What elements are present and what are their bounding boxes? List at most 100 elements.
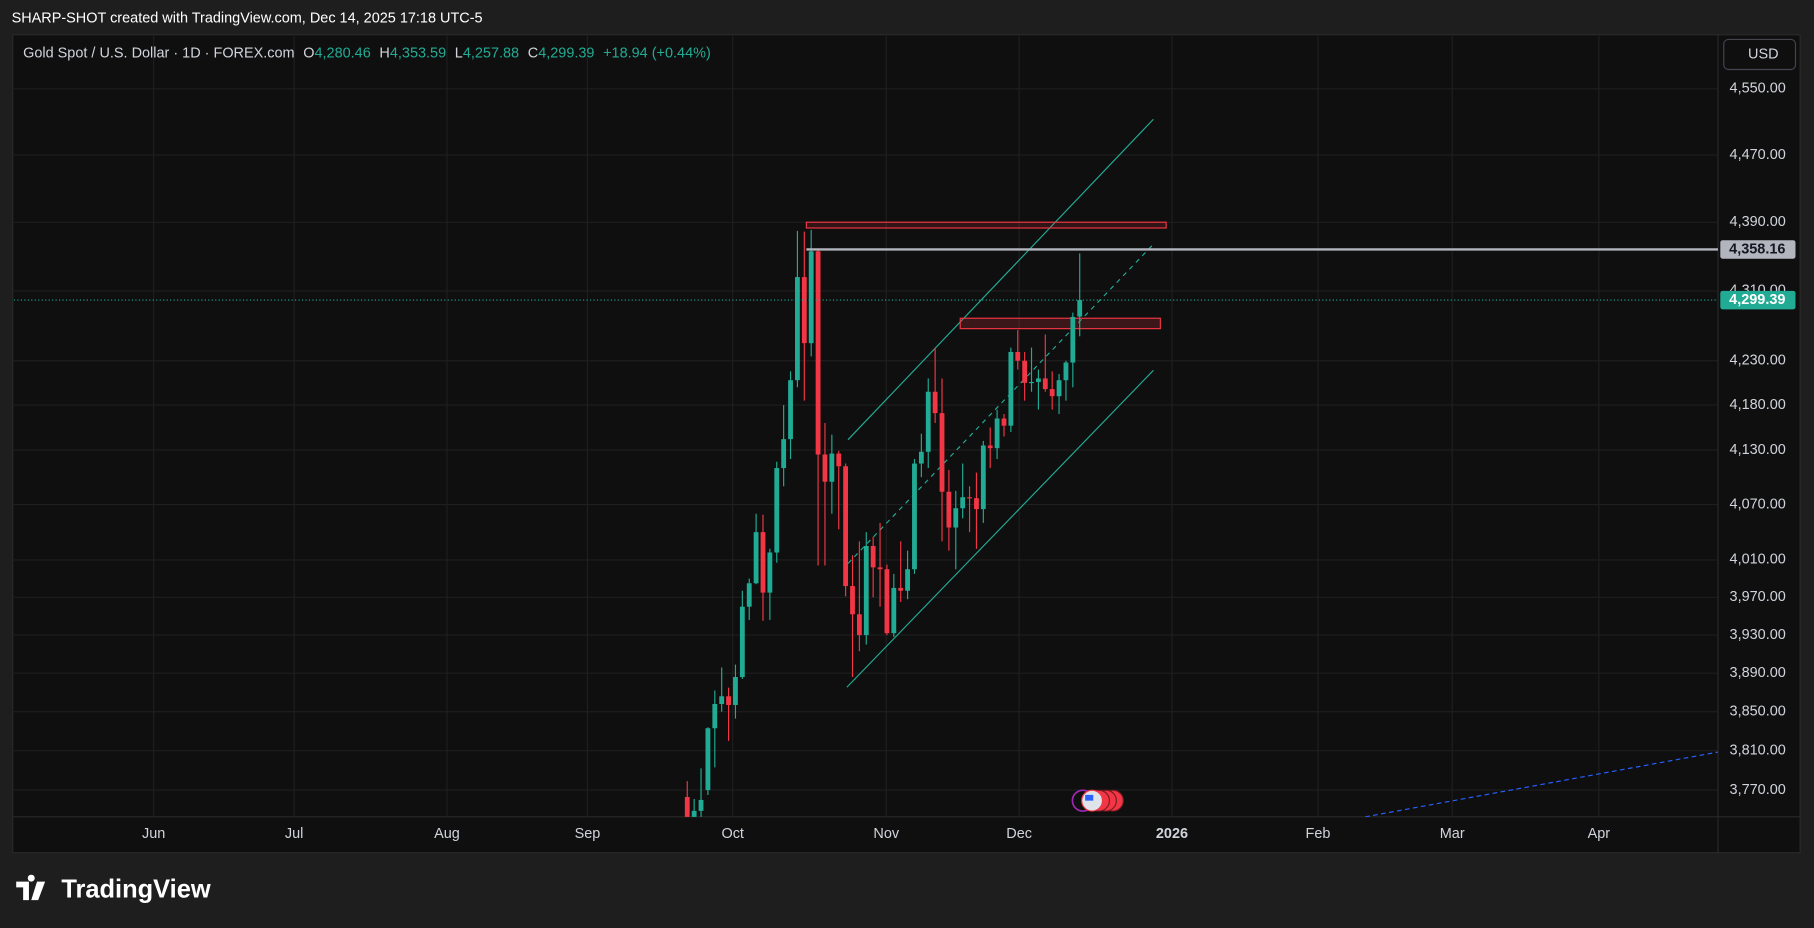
candle-body: [1063, 362, 1069, 381]
candle-body: [753, 532, 759, 584]
candle-body: [815, 251, 821, 455]
x-tick-label: Aug: [434, 826, 460, 842]
candle-body: [1022, 360, 1028, 383]
candle-body: [925, 391, 931, 452]
candle-body: [739, 606, 745, 678]
candle-body: [795, 277, 800, 381]
candle-body: [726, 696, 731, 705]
chart-frame: [12, 34, 1801, 854]
candle-body: [719, 696, 725, 705]
candle-body: [856, 614, 862, 636]
y-tick-label: 4,130.00: [1730, 442, 1786, 458]
candle-body: [884, 569, 890, 634]
candle-body: [774, 468, 780, 553]
x-tick-label: Oct: [721, 826, 743, 842]
x-tick-label: Feb: [1305, 826, 1330, 842]
channel-lower: [846, 369, 1154, 688]
candle-body: [1056, 380, 1062, 397]
y-tick-label: 4,470.00: [1730, 147, 1786, 163]
o-value: 4,280.46: [315, 45, 371, 61]
zone-mid: [959, 317, 1161, 330]
price-tag: [1720, 240, 1796, 259]
candle-body: [1015, 351, 1021, 361]
y-tick-label: 4,070.00: [1730, 496, 1786, 512]
c-label: C: [528, 45, 538, 61]
candle-body: [1042, 378, 1048, 390]
candle-body: [705, 728, 711, 791]
candle-body: [767, 552, 773, 593]
candle-body: [974, 498, 979, 510]
logo-mark: [16, 874, 46, 901]
candle-body: [932, 391, 938, 414]
candle-body: [877, 567, 883, 570]
candle-body: [967, 497, 972, 499]
candle-body: [760, 532, 766, 593]
candle-body: [980, 445, 986, 510]
y-tick-label: 3,850.00: [1730, 704, 1786, 720]
candle-body: [808, 251, 814, 344]
candle-body: [684, 796, 690, 817]
change: +18.94 (+0.44%): [603, 45, 711, 61]
candle-body: [953, 508, 959, 528]
candle-body: [801, 277, 807, 344]
candle-body: [822, 454, 828, 482]
trend-dashed: [1365, 751, 1718, 817]
zone-top: [805, 221, 1167, 229]
candle-body: [698, 799, 704, 811]
h-label: H: [379, 45, 389, 61]
candle-body: [1008, 351, 1014, 426]
legend: Gold Spot / U.S. Dollar · 1D · FOREX.com…: [23, 45, 711, 61]
o-label: O: [303, 45, 314, 61]
candle-body: [891, 587, 897, 634]
l-label: L: [455, 45, 463, 61]
candle-body: [836, 453, 842, 467]
candle-body: [994, 418, 1000, 449]
x-tick-label: Jun: [142, 826, 165, 842]
symbol: Gold Spot / U.S. Dollar · 1D · FOREX.com: [23, 45, 294, 61]
y-tick-label: 3,890.00: [1730, 665, 1786, 681]
price-tag-label: 4,299.39: [1729, 292, 1785, 308]
x-tick-label: Mar: [1440, 826, 1465, 842]
event-icons[interactable]: [1071, 789, 1124, 812]
y-tick-label: 4,390.00: [1730, 214, 1786, 230]
brand-logo: TradingView: [16, 874, 211, 904]
candle-body: [788, 380, 793, 440]
x-tick-label: Dec: [1006, 826, 1032, 842]
x-tick-label: Sep: [575, 826, 601, 842]
y-tick-label: 4,230.00: [1730, 353, 1786, 369]
candle-body: [1029, 381, 1034, 384]
h-value: 4,353.59: [390, 45, 446, 61]
candle-body: [829, 453, 835, 482]
candle-body: [918, 451, 924, 464]
y-tick-label: 3,930.00: [1730, 627, 1786, 643]
y-tick-label: 4,010.00: [1730, 552, 1786, 568]
x-tick-label: 2026: [1156, 826, 1188, 842]
candle-body: [863, 546, 869, 636]
candle-body: [1070, 316, 1076, 363]
currency[interactable]: USD: [1748, 46, 1779, 62]
candle-body: [843, 466, 849, 587]
price-tag-label: 4,358.16: [1729, 241, 1785, 257]
candle-body: [960, 497, 966, 509]
plot-area: [13, 118, 1718, 817]
candle-body: [691, 810, 697, 817]
candle-body: [912, 463, 917, 570]
candle-body: [781, 439, 787, 469]
x-tick-label: Nov: [873, 826, 899, 842]
candle-body: [850, 586, 855, 615]
price-tag: [1720, 290, 1796, 310]
credit: SHARP-SHOT created with TradingView.com,…: [12, 10, 483, 26]
y-tick-label: 3,810.00: [1730, 743, 1786, 759]
l-value: 4,257.88: [463, 45, 519, 61]
flag-canton: [1085, 794, 1094, 801]
y-tick-label: 4,550.00: [1730, 81, 1786, 97]
brand: TradingView: [61, 876, 211, 904]
channel-upper: [847, 118, 1154, 441]
currency-button[interactable]: [1723, 38, 1797, 71]
candle-body: [746, 583, 752, 607]
candle-body: [987, 445, 993, 449]
candle-body: [733, 677, 738, 705]
candle-body: [870, 546, 876, 568]
candle-body: [1077, 300, 1083, 317]
candle-body: [946, 491, 952, 528]
